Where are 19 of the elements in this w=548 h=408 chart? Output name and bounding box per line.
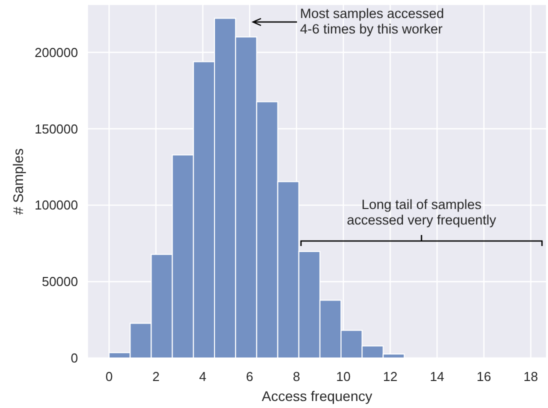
x-tick-label: 12	[382, 369, 398, 384]
x-tick-label: 2	[152, 369, 160, 384]
y-axis-title: # Samples	[10, 148, 26, 215]
x-tick-label: 18	[524, 369, 538, 384]
annotation: Long tail of samples accessed very frequently	[346, 197, 496, 228]
x-tick-label: 14	[430, 369, 444, 384]
y-tick-label: 0	[70, 350, 78, 366]
y-tick-label: 150000	[34, 121, 78, 136]
y-tick-label: 100000	[34, 198, 78, 213]
y-tick-label: 200000	[34, 44, 78, 60]
x-tick-label: 10	[336, 369, 351, 384]
annotation: Most samples accessed 4-6 times by this worker	[300, 6, 444, 36]
x-axis-title: Access frequency	[262, 388, 372, 404]
x-tick-label: 4	[199, 369, 206, 384]
x-tick-label: 6	[246, 369, 254, 384]
x-tick-label: 8	[292, 369, 300, 384]
x-tick-label: 0	[105, 369, 113, 384]
y-tick-label: 50000	[42, 274, 78, 290]
x-tick-label: 16	[476, 369, 492, 384]
